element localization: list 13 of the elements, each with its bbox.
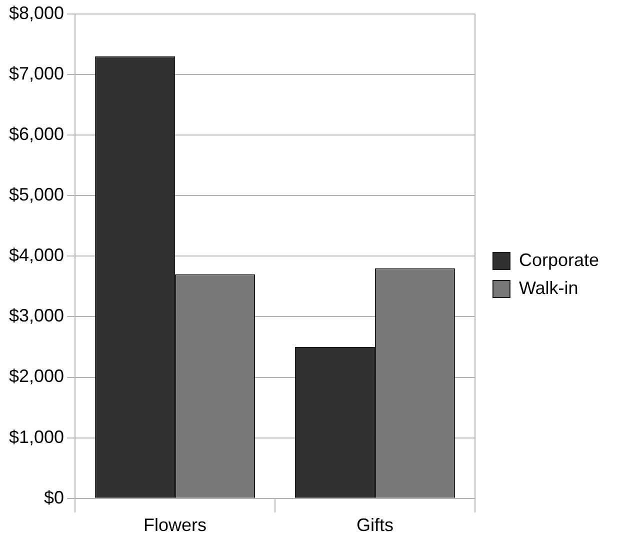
y-tick-label: $4,000 xyxy=(8,245,64,266)
y-tick-label: $8,000 xyxy=(8,2,64,23)
y-tick-label: $2,000 xyxy=(8,366,64,386)
y-tick-label: $3,000 xyxy=(8,306,64,326)
legend-label: Corporate xyxy=(518,250,600,270)
y-tick-label: $5,000 xyxy=(8,184,64,204)
y-tick-label: $7,000 xyxy=(8,63,64,84)
y-tick-label: $0 xyxy=(44,487,64,508)
y-tick-label: $1,000 xyxy=(8,426,64,447)
y-tick-label: $6,000 xyxy=(8,124,64,144)
x-tick-label: Flowers xyxy=(144,515,207,536)
legend-label: Walk-in xyxy=(518,278,578,298)
x-tick-label: Gifts xyxy=(356,515,394,536)
